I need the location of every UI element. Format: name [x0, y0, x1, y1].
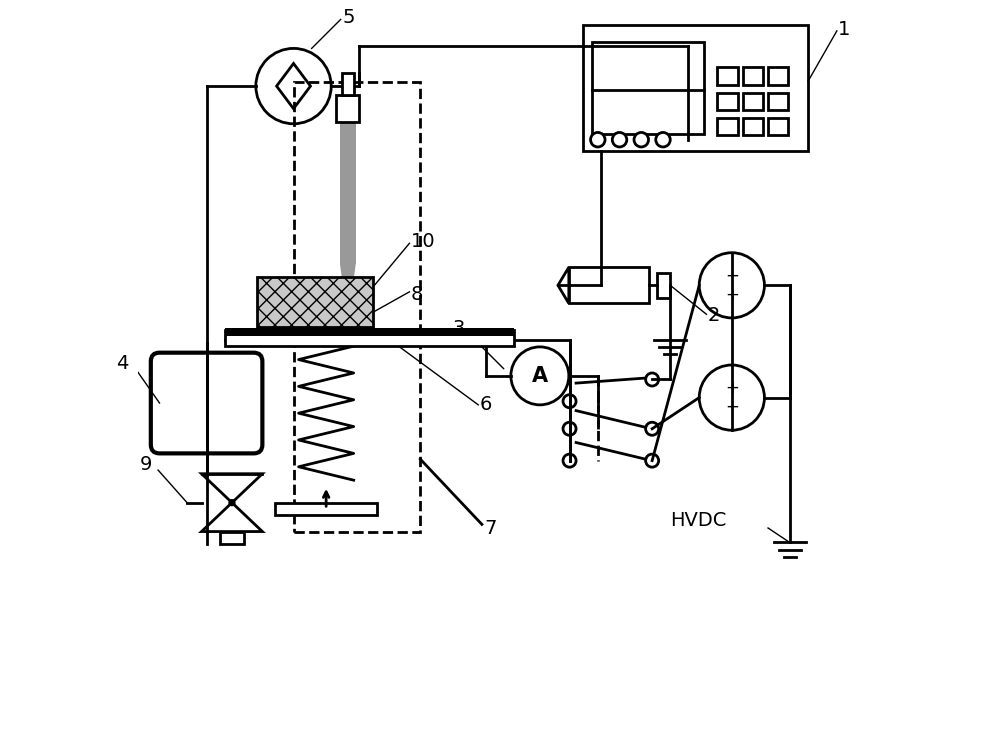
Text: A: A: [532, 366, 548, 386]
Text: 9: 9: [140, 456, 152, 474]
Circle shape: [699, 253, 764, 318]
Bar: [275, 504, 377, 515]
Text: 2: 2: [708, 307, 720, 326]
Bar: [743, 67, 763, 85]
Text: +: +: [725, 379, 739, 397]
Text: 7: 7: [484, 518, 496, 537]
Bar: [768, 93, 788, 110]
Text: −: −: [725, 267, 739, 285]
Circle shape: [228, 499, 236, 507]
Bar: [220, 531, 244, 544]
Bar: [342, 73, 354, 95]
Circle shape: [646, 373, 659, 386]
Polygon shape: [277, 64, 310, 109]
Text: +: +: [725, 285, 739, 304]
Circle shape: [699, 365, 764, 430]
Bar: [768, 67, 788, 85]
Circle shape: [563, 422, 576, 435]
Text: 1: 1: [838, 20, 851, 39]
Bar: [657, 272, 670, 298]
Circle shape: [646, 422, 659, 435]
Text: HVDC: HVDC: [670, 511, 727, 530]
Bar: [717, 93, 738, 110]
Bar: [340, 123, 356, 264]
Circle shape: [511, 347, 569, 405]
Text: 3: 3: [453, 319, 465, 338]
Bar: [743, 118, 763, 135]
Polygon shape: [340, 264, 356, 321]
Bar: [294, 82, 420, 531]
Bar: [583, 25, 808, 151]
Circle shape: [563, 395, 576, 408]
Text: 6: 6: [480, 396, 492, 415]
Circle shape: [563, 454, 576, 467]
Bar: [569, 267, 649, 304]
Text: 8: 8: [411, 285, 423, 304]
Bar: [768, 118, 788, 135]
Polygon shape: [202, 474, 262, 503]
Circle shape: [612, 132, 627, 147]
Text: 10: 10: [411, 231, 436, 250]
Circle shape: [634, 132, 649, 147]
Text: 4: 4: [116, 354, 128, 373]
Bar: [743, 93, 763, 110]
Text: 5: 5: [342, 9, 355, 28]
Bar: [225, 328, 514, 337]
Circle shape: [591, 132, 605, 147]
Circle shape: [646, 454, 659, 467]
Polygon shape: [202, 503, 262, 531]
Bar: [717, 67, 738, 85]
Circle shape: [256, 48, 331, 124]
Bar: [717, 118, 738, 135]
Bar: [225, 328, 514, 335]
Circle shape: [656, 132, 670, 147]
Bar: [257, 277, 373, 327]
Text: −: −: [725, 398, 739, 416]
Bar: [336, 95, 359, 123]
FancyBboxPatch shape: [151, 353, 262, 453]
Polygon shape: [558, 267, 569, 304]
Bar: [225, 330, 514, 346]
Bar: [592, 42, 704, 134]
